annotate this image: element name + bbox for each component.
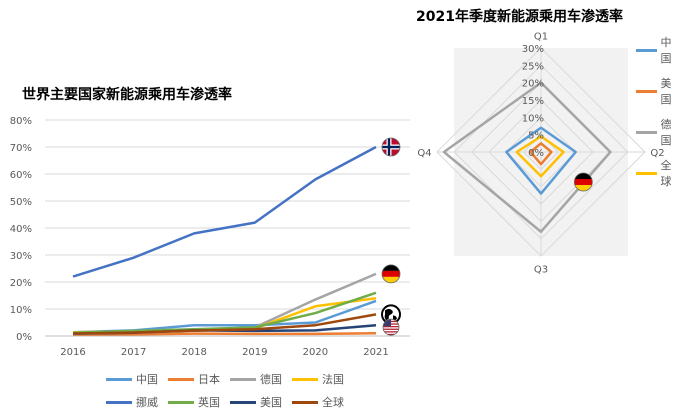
x-tick-label: 2019	[242, 347, 267, 358]
x-tick-label: 2021	[363, 347, 388, 358]
legend-label: 英国	[198, 396, 220, 409]
legend-swatch	[292, 400, 318, 404]
line-legend-item: 美国	[230, 394, 282, 410]
legend-label: 中国	[660, 36, 672, 65]
radar-tick-label: 15%	[522, 96, 544, 107]
usa-flag-icon	[382, 318, 400, 336]
y-tick-label: 20%	[10, 278, 32, 289]
legend-label: 德国	[660, 118, 672, 147]
y-tick-label: 10%	[10, 305, 32, 316]
y-tick-label: 80%	[10, 116, 32, 127]
legend-swatch	[230, 400, 256, 404]
y-tick-label: 60%	[10, 170, 32, 181]
legend-label: 美国	[260, 396, 282, 409]
germany-flag-icon	[573, 172, 593, 192]
series-line-e585a8e79083	[72, 313, 377, 335]
line-chart-legend-row-2: 挪威 英国 美国 全球	[106, 394, 354, 410]
legend-label: 全球	[660, 159, 672, 188]
legend-label: 德国	[260, 373, 282, 386]
legend-label: 法国	[322, 373, 344, 386]
y-tick-label: 70%	[10, 143, 32, 154]
radar-legend-item: 德国	[636, 116, 681, 148]
series-line-e88bb1e59bbd	[72, 291, 377, 335]
line-chart-marker-icons	[381, 137, 401, 336]
legend-swatch	[292, 377, 318, 381]
radar-axis-label: Q3	[534, 264, 548, 275]
norway-flag-icon	[381, 137, 401, 157]
radar-axis-label: Q1	[534, 32, 548, 43]
radar-series-e5beb7e59bbd	[442, 81, 612, 233]
line-chart: 0% 10% 20% 30% 40% 50% 60% 70% 80% 2016 2017 2018 20…	[10, 116, 410, 358]
legend-label: 全球	[322, 396, 344, 409]
radar-tick-label: 20%	[522, 79, 544, 90]
legend-swatch	[106, 377, 132, 381]
radar-chart-title: 2021年季度新能源乘用车渗透率	[416, 9, 623, 25]
radar-chart: Q1 Q2 Q3 Q4 0% 5% 10% 15% 20% 25% 30%	[417, 32, 664, 276]
radar-legend-item: 中国	[636, 34, 681, 66]
radar-tick-label: 10%	[522, 113, 544, 124]
radar-series-e7be8ee59bbd	[529, 142, 553, 166]
legend-swatch	[636, 48, 657, 52]
legend-swatch	[168, 377, 194, 381]
radar-legend-item: 全球	[636, 157, 681, 189]
line-legend-item: 全球	[292, 394, 344, 410]
legend-swatch	[168, 400, 194, 404]
legend-swatch	[636, 130, 657, 134]
line-legend-item: 挪威	[106, 394, 158, 410]
radar-axis-label: Q4	[417, 148, 431, 159]
radar-tick-label: 0%	[528, 148, 544, 159]
germany-flag-icon	[381, 264, 401, 284]
line-chart-title: 世界主要国家新能源乘用车渗透率	[22, 87, 232, 103]
legend-label: 挪威	[136, 396, 158, 409]
line-legend-item: 中国	[106, 371, 158, 387]
line-legend-item: 法国	[292, 371, 344, 387]
legend-swatch	[106, 400, 132, 404]
radar-legend-item: 美国	[636, 75, 681, 107]
legend-label: 中国	[136, 373, 158, 386]
line-legend-item: 德国	[230, 371, 282, 387]
x-tick-label: 2016	[60, 347, 85, 358]
radar-chart-legend: 中国 美国 德国 全球	[636, 34, 691, 198]
legend-swatch	[636, 171, 657, 175]
line-chart-legend-row-1: 中国 日本 德国 法国	[106, 371, 354, 387]
x-tick-label: 2017	[121, 347, 146, 358]
series-line-e697a5e69cac	[72, 332, 377, 336]
series-line-e68caae5a881	[72, 145, 377, 278]
line-legend-item: 日本	[168, 371, 220, 387]
radar-tick-label: 30%	[522, 44, 544, 55]
radar-axis-label: Q2	[650, 148, 664, 159]
line-legend-item: 英国	[168, 394, 220, 410]
x-tick-label: 2020	[303, 347, 328, 358]
x-tick-label: 2018	[181, 347, 206, 358]
radar-tick-label: 25%	[522, 61, 544, 72]
y-tick-label: 50%	[10, 197, 32, 208]
y-tick-label: 0%	[16, 332, 32, 343]
legend-swatch	[230, 377, 256, 381]
legend-swatch	[636, 89, 657, 93]
radar-series-e585a8e79083	[515, 135, 565, 178]
legend-label: 美国	[660, 77, 672, 106]
y-tick-label: 30%	[10, 251, 32, 262]
legend-label: 日本	[198, 373, 220, 386]
radar-series-e4b8ade59bbd	[505, 126, 577, 195]
radar-tick-label: 5%	[528, 131, 544, 142]
y-tick-label: 40%	[10, 224, 32, 235]
